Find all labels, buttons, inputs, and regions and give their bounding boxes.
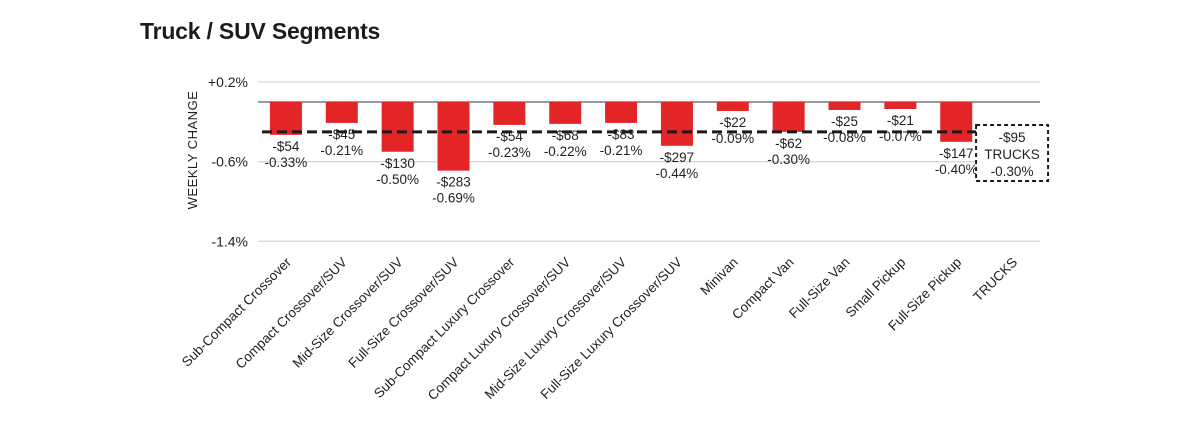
chart-title: Truck / SUV Segments xyxy=(140,18,381,44)
bar-dollar-label: -$283 xyxy=(436,175,471,190)
y-axis-title: WEEKLY CHANGE xyxy=(185,91,200,210)
bar-dollar-label: -$21 xyxy=(887,113,914,128)
x-axis-label: Mid-Size Crossover/SUV xyxy=(290,255,406,371)
bar-dollar-label: -$297 xyxy=(660,150,695,165)
bar-percent-label: -0.33% xyxy=(265,155,308,170)
x-axis-label: Minivan xyxy=(697,255,741,299)
y-tick-label: -1.4% xyxy=(211,233,248,249)
bar-percent-label: -0.21% xyxy=(600,143,643,158)
bar xyxy=(660,102,693,146)
x-axis-label: Full-Size Crossover/SUV xyxy=(345,255,461,371)
bar-dollar-label: -$147 xyxy=(939,146,974,161)
bar-dollar-label: -$54 xyxy=(272,139,300,154)
trucks-summary-percent: -0.30% xyxy=(991,164,1034,179)
bar-percent-label: -0.30% xyxy=(767,152,810,167)
bar xyxy=(325,102,358,123)
bar xyxy=(437,102,470,171)
bar-percent-label: -0.22% xyxy=(544,144,587,159)
bar-dollar-label: -$25 xyxy=(831,114,858,129)
bar xyxy=(549,102,582,124)
bar xyxy=(828,102,861,110)
bar-dollar-label: -$68 xyxy=(552,128,579,143)
bar-dollar-label: -$54 xyxy=(496,129,524,144)
bar xyxy=(269,102,302,135)
bar xyxy=(884,102,917,109)
bar xyxy=(605,102,638,123)
y-tick-label: -0.6% xyxy=(211,154,248,170)
bar-dollar-label: -$22 xyxy=(719,115,746,130)
x-axis-label: Compact Crossover/SUV xyxy=(233,255,350,372)
bar-dollar-label: -$45 xyxy=(328,127,355,142)
x-axis-label: Sub-Compact Crossover xyxy=(179,254,294,369)
bar-percent-label: -0.08% xyxy=(823,130,866,145)
bar-percent-label: -0.69% xyxy=(432,191,475,206)
bar-percent-label: -0.40% xyxy=(935,162,978,177)
bar-percent-label: -0.21% xyxy=(320,143,363,158)
bar xyxy=(716,102,749,111)
bar-dollar-label: -$130 xyxy=(380,156,415,171)
bar xyxy=(772,102,805,132)
bar xyxy=(493,102,526,125)
bar xyxy=(381,102,414,152)
bar-percent-label: -0.07% xyxy=(879,129,922,144)
trucks-summary-box xyxy=(975,124,1050,182)
y-tick-label: +0.2% xyxy=(208,74,248,90)
bar-dollar-label: -$62 xyxy=(775,136,802,151)
bar-percent-label: -0.44% xyxy=(656,166,699,181)
trucks-summary-name: TRUCKS xyxy=(984,147,1040,162)
trucks-summary-dollar: -$95 xyxy=(999,130,1026,145)
x-axis-label: TRUCKS xyxy=(970,255,1020,305)
bar-dollar-label: -$83 xyxy=(608,127,635,142)
bar xyxy=(940,102,973,142)
bar-percent-label: -0.09% xyxy=(711,131,754,146)
bar-percent-label: -0.23% xyxy=(488,145,531,160)
bar-percent-label: -0.50% xyxy=(376,172,419,187)
